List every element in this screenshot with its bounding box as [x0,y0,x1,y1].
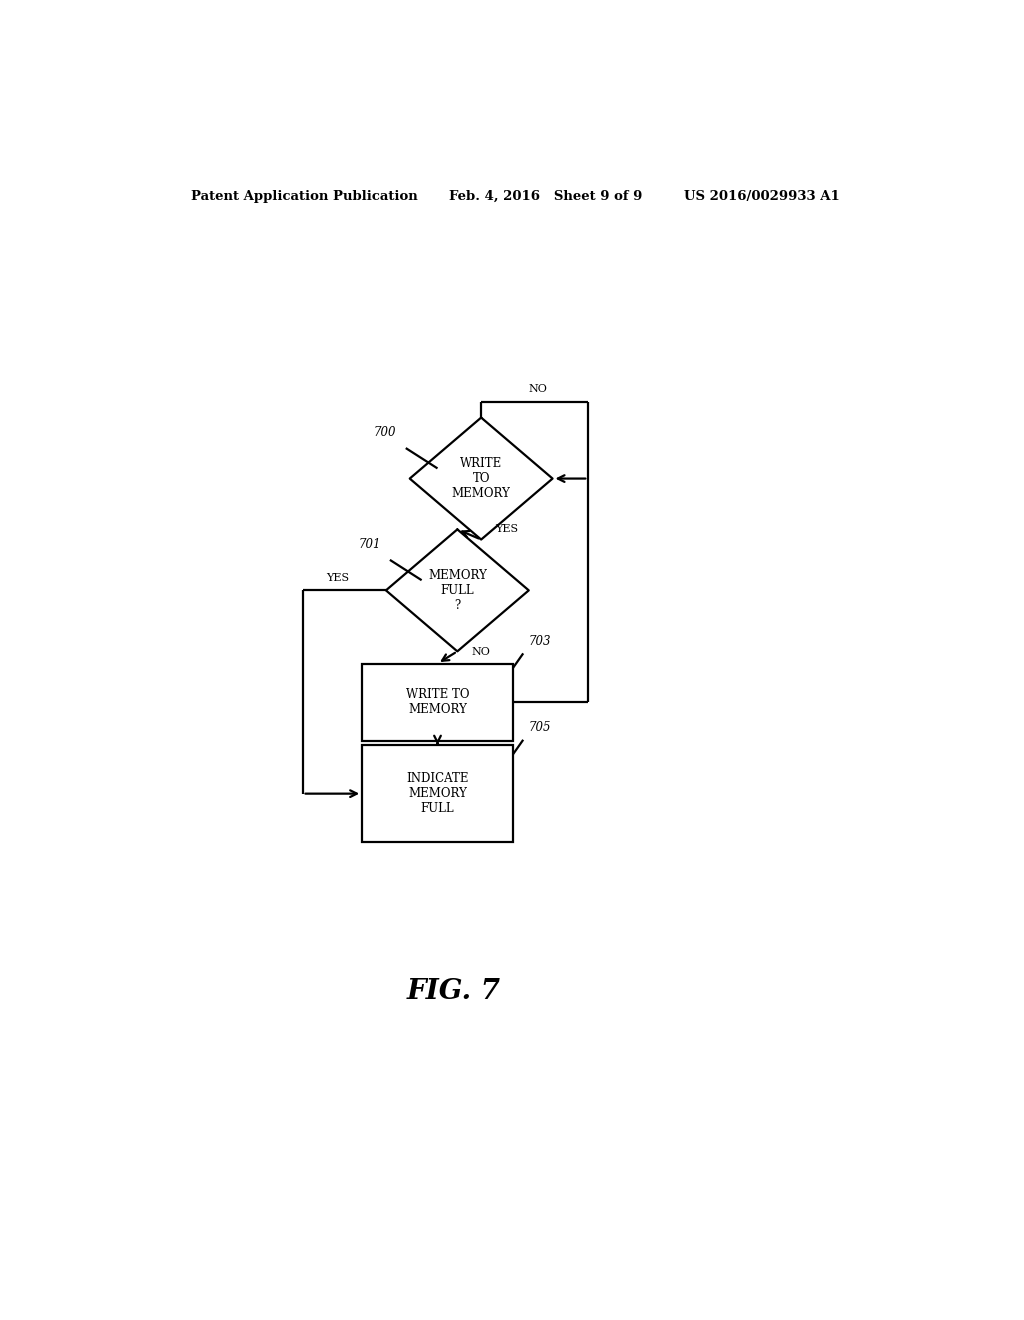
Text: MEMORY
FULL
?: MEMORY FULL ? [428,569,486,612]
Text: Patent Application Publication: Patent Application Publication [191,190,418,202]
Text: 705: 705 [528,721,551,734]
Text: 700: 700 [374,426,396,440]
Text: NO: NO [472,647,490,657]
Text: US 2016/0029933 A1: US 2016/0029933 A1 [684,190,840,202]
Text: Feb. 4, 2016   Sheet 9 of 9: Feb. 4, 2016 Sheet 9 of 9 [450,190,643,202]
Bar [362,664,513,741]
Text: 703: 703 [528,635,551,648]
Bar [362,744,513,842]
Text: 701: 701 [358,539,381,552]
Text: YES: YES [496,524,518,535]
Text: WRITE
TO
MEMORY: WRITE TO MEMORY [452,457,511,500]
Text: FIG. 7: FIG. 7 [407,978,501,1006]
Text: YES: YES [327,573,349,583]
Text: WRITE TO
MEMORY: WRITE TO MEMORY [406,688,469,717]
Text: NO: NO [528,384,548,395]
Text: INDICATE
MEMORY
FULL: INDICATE MEMORY FULL [407,772,469,816]
